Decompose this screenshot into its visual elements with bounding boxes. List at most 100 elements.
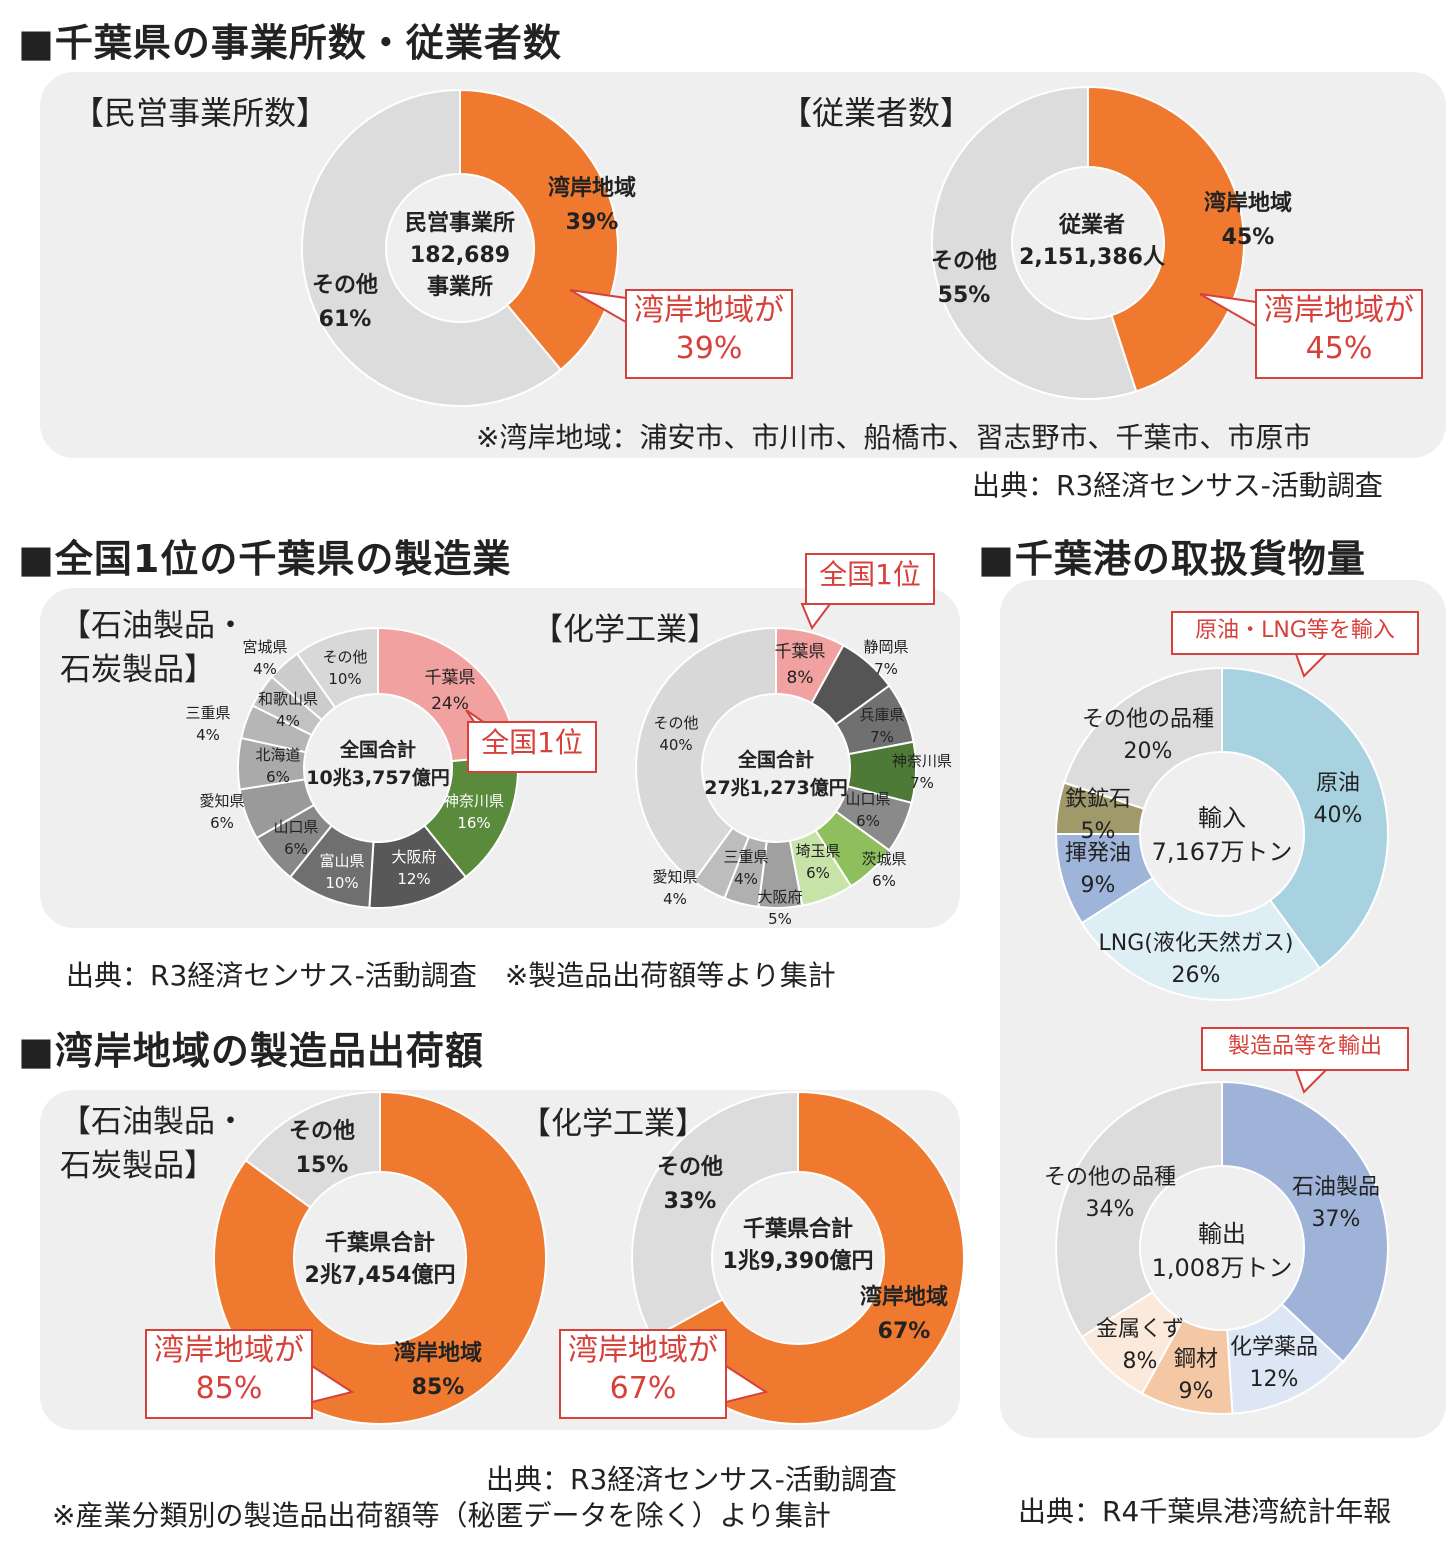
heading-shipment: ■湾岸地域の製造品出荷額 bbox=[18, 1029, 484, 1073]
slice-label: 4% bbox=[734, 870, 758, 888]
source-note-1: 出典：R3経済センサス‐活動調査 bbox=[972, 469, 1383, 502]
slice-label: 鋼材 bbox=[1174, 1347, 1218, 1372]
slice-label: 湾岸地域 bbox=[860, 1284, 948, 1310]
callout-text: 湾岸地域が bbox=[634, 293, 784, 328]
donut-segment bbox=[1221, 666, 1389, 970]
slice-label: 千葉県 bbox=[425, 668, 476, 688]
slice-label: 愛知県 bbox=[199, 792, 244, 810]
slice-label: 24% bbox=[431, 694, 469, 714]
slice-label: 三重県 bbox=[185, 704, 230, 722]
slice-label: 神奈川県 bbox=[892, 752, 952, 770]
callout-box bbox=[559, 1329, 727, 1419]
donut-center-label: 輸入 bbox=[1198, 804, 1246, 832]
slice-label: 湾岸地域 bbox=[548, 175, 636, 201]
slice-label: 4% bbox=[253, 660, 277, 678]
slice-label: 40% bbox=[1314, 803, 1363, 828]
slice-label: 和歌山県 bbox=[258, 690, 318, 708]
donut-center-label: 事業所 bbox=[427, 274, 493, 300]
slice-label: 北海道 bbox=[255, 746, 300, 764]
donut-center-label: 182,689 bbox=[410, 243, 510, 268]
slice-label: 静岡県 bbox=[863, 638, 908, 656]
callout-text: 45% bbox=[1306, 331, 1373, 366]
slice-label: 20% bbox=[1124, 739, 1173, 764]
donut-segment bbox=[1080, 876, 1321, 1001]
callout-text: 85% bbox=[196, 1371, 263, 1406]
slice-label: 9% bbox=[1179, 1379, 1214, 1404]
slice-label: 7% bbox=[870, 728, 894, 746]
callout-box bbox=[1171, 611, 1419, 655]
slice-label: 6% bbox=[806, 864, 830, 882]
source-note-3: 出典：R3経済センサス‐活動調査 bbox=[486, 1463, 897, 1496]
callout-box bbox=[467, 721, 597, 773]
slice-label: 神奈川県 bbox=[444, 792, 504, 810]
donut-center-label: 千葉県合計 bbox=[743, 1216, 853, 1242]
slice-label: 大阪府 bbox=[757, 888, 802, 906]
slice-label: 5% bbox=[1081, 819, 1116, 844]
slice-label: 埼玉県 bbox=[795, 842, 840, 860]
slice-label: その他 bbox=[653, 714, 698, 732]
slice-label: 39% bbox=[566, 210, 619, 235]
callout-text: 全国1位 bbox=[819, 558, 921, 591]
callout-box bbox=[1201, 1027, 1409, 1071]
chart-title-establishments: 【民営事業所数】 bbox=[72, 94, 329, 132]
slice-label: 6% bbox=[266, 768, 290, 786]
slice-label: 三重県 bbox=[723, 848, 768, 866]
donut-center-label: 千葉県合計 bbox=[325, 1230, 435, 1256]
donut-center-label: 27兆1,273億円 bbox=[704, 776, 848, 799]
slice-label: 55% bbox=[938, 283, 991, 308]
slice-label: 6% bbox=[210, 814, 234, 832]
donut-center-label: 7,167万トン bbox=[1152, 838, 1293, 866]
callout-box bbox=[625, 289, 793, 379]
donut-center-label: 従業者 bbox=[1058, 212, 1125, 238]
slice-label: 化学薬品 bbox=[1230, 1335, 1318, 1360]
slice-label: 85% bbox=[412, 1375, 465, 1400]
slice-label: 富山県 bbox=[319, 852, 364, 870]
slice-label: その他の品種 bbox=[1044, 1165, 1176, 1190]
donut-center-label: 1兆9,390億円 bbox=[723, 1248, 874, 1274]
donut-segment bbox=[459, 88, 619, 372]
donut-center-label: 全国合計 bbox=[339, 738, 416, 761]
donut-center-label: 全国合計 bbox=[737, 748, 814, 771]
slice-label: その他 bbox=[657, 1155, 723, 1180]
slice-label: 愛知県 bbox=[652, 868, 697, 886]
chart-title-petroleum-chiba: 【石油製品・石炭製品】 bbox=[60, 1104, 246, 1184]
callout-text: 製造品等を輸出 bbox=[1228, 1034, 1382, 1059]
slice-label: 揮発油 bbox=[1065, 841, 1131, 866]
callout-text: 全国1位 bbox=[481, 726, 583, 759]
slice-label: 37% bbox=[1312, 1207, 1361, 1232]
donut-center-label: 輸出 bbox=[1198, 1220, 1246, 1248]
slice-label: 金属くず bbox=[1096, 1317, 1184, 1342]
donut-segment bbox=[1054, 1080, 1223, 1339]
slice-label: 4% bbox=[663, 890, 687, 908]
slice-label: 石油製品 bbox=[1292, 1175, 1380, 1200]
slice-label: 千葉県 bbox=[775, 642, 826, 662]
donut-segment bbox=[635, 626, 777, 883]
donut-center-label: 2兆7,454億円 bbox=[305, 1262, 456, 1288]
donut-segment bbox=[1087, 85, 1245, 393]
slice-label: 山口県 bbox=[845, 790, 890, 808]
slice-label: その他 bbox=[289, 1119, 355, 1144]
slice-label: 16% bbox=[457, 814, 490, 832]
slice-label: 61% bbox=[319, 307, 372, 332]
slice-label: その他 bbox=[322, 648, 367, 666]
donut-center-label: 民営事業所 bbox=[405, 210, 515, 236]
slice-label: 12% bbox=[1250, 1367, 1299, 1392]
donut-segment bbox=[931, 85, 1138, 400]
slice-label: 6% bbox=[872, 872, 896, 890]
slice-label: その他の品種 bbox=[1082, 707, 1214, 732]
callout-box-tail bbox=[1294, 1069, 1329, 1094]
heading-port: ■千葉港の取扱貨物量 bbox=[978, 537, 1366, 581]
slice-label: 茨城県 bbox=[861, 850, 906, 868]
heading-establishments: ■千葉県の事業所数・従業者数 bbox=[18, 21, 562, 65]
source-note-3b: ※産業分類別の製造品出荷額等（秘匿データを除く）より集計 bbox=[52, 1499, 831, 1532]
callout-text: 67% bbox=[610, 1371, 677, 1406]
callout-text: 湾岸地域が bbox=[154, 1333, 304, 1368]
slice-label: 原油 bbox=[1316, 771, 1360, 796]
donut-segment bbox=[301, 88, 563, 407]
slice-label: 34% bbox=[1086, 1197, 1135, 1222]
slice-label: 26% bbox=[1172, 963, 1221, 988]
slice-label: 40% bbox=[659, 736, 692, 754]
slice-label: 兵庫県 bbox=[859, 706, 904, 724]
slice-label: 湾岸地域 bbox=[394, 1340, 482, 1366]
